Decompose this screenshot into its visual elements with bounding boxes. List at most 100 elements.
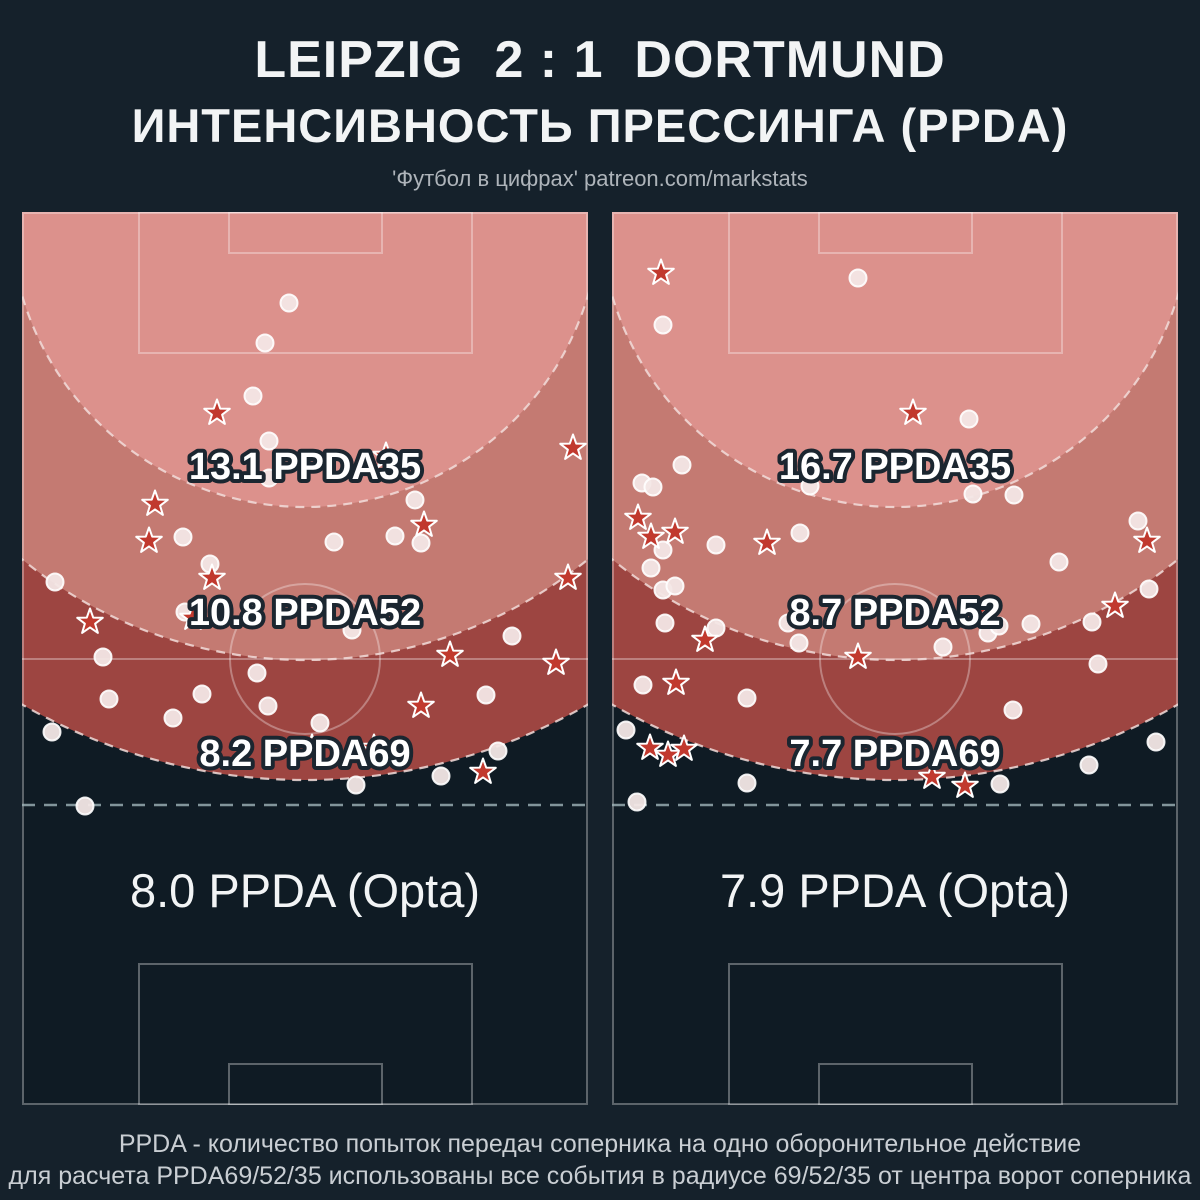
event-dot — [627, 792, 647, 812]
event-dot — [258, 696, 278, 716]
footer-definition-line: PPDA - количество попыток передач соперн… — [118, 1130, 1082, 1158]
event-dot — [1139, 579, 1159, 599]
event-dot — [1049, 552, 1069, 572]
defensive-action-star — [1133, 526, 1161, 553]
event-dots — [42, 293, 522, 816]
defensive-action-star — [661, 517, 689, 544]
event-dot — [1146, 732, 1166, 752]
event-dot — [259, 468, 279, 488]
defensive-action-star — [559, 433, 587, 460]
pitch-markings — [22, 211, 588, 1106]
defensive-action-star — [1101, 591, 1129, 618]
defensive-action-star — [76, 607, 104, 634]
defensive-action-star — [360, 733, 388, 760]
event-dot — [93, 647, 113, 667]
ppda-opta-label: 7.9 PPDA (Opta) — [720, 864, 1070, 917]
defensive-action-star — [141, 489, 169, 516]
event-dot — [653, 315, 673, 335]
event-dot — [45, 572, 65, 592]
defensive-action-star — [542, 648, 570, 675]
event-dot — [1004, 485, 1024, 505]
event-dot — [163, 708, 183, 728]
event-dot — [173, 527, 193, 547]
event-dot — [990, 774, 1010, 794]
defensive-action-star — [637, 522, 665, 549]
event-dot — [672, 455, 692, 475]
credit-line: 'Футбол в цифрах' patreon.com/markstats — [392, 166, 808, 191]
defensive-action-star — [918, 762, 946, 789]
event-dot — [1003, 700, 1023, 720]
ppda-zone-label-69: 7.7 PPDA69 — [789, 733, 1000, 775]
event-dot — [405, 490, 425, 510]
defensive-action-star — [407, 691, 435, 718]
page-subtitle: ИНТЕНСИВНОСТЬ ПРЕССИНГА (PPDA) — [131, 99, 1069, 152]
page-title: LEIPZIG 2 : 1 DORTMUND — [254, 31, 946, 89]
event-dot — [643, 477, 663, 497]
defensive-action-star — [469, 757, 497, 784]
event-dot — [99, 689, 119, 709]
event-dot — [192, 684, 212, 704]
event-dot — [655, 613, 675, 633]
event-dot — [665, 576, 685, 596]
event-dot — [959, 409, 979, 429]
event-dot — [706, 535, 726, 555]
event-dot — [385, 526, 405, 546]
event-dot — [431, 766, 451, 786]
event-dot — [247, 663, 267, 683]
defensive-action-stars — [624, 258, 1161, 798]
event-dot — [42, 722, 62, 742]
defensive-action-stars — [76, 398, 587, 784]
event-dot — [789, 633, 809, 653]
defensive-action-star — [753, 528, 781, 555]
event-dot — [342, 620, 362, 640]
event-dot — [737, 688, 757, 708]
event-dot — [616, 720, 636, 740]
footer-method-line: для расчета PPDA69/52/35 использованы вс… — [8, 1162, 1192, 1190]
ppda-zone-label-35: 16.7 PPDA35 — [779, 446, 1011, 488]
event-dot — [476, 685, 496, 705]
pitch-panel-leipzig: 13.1 PPDA35 10.8 PPDA52 8.2 PPDA69 8.0 PPDA… — [0, 0, 874, 1106]
event-dot — [259, 431, 279, 451]
defensive-action-star — [964, 596, 992, 623]
event-dot — [1021, 614, 1041, 634]
event-dot — [1128, 511, 1148, 531]
defensive-action-star — [844, 642, 872, 669]
defensive-action-star — [670, 734, 698, 761]
defensive-action-star — [636, 733, 664, 760]
defensive-action-star — [179, 603, 207, 630]
defensive-action-star — [198, 563, 226, 590]
defensive-action-star — [203, 398, 231, 425]
event-dot — [411, 533, 431, 553]
defensive-action-star — [647, 258, 675, 285]
defensive-action-star — [662, 668, 690, 695]
event-dot — [346, 775, 366, 795]
event-dot — [848, 268, 868, 288]
event-dot — [279, 293, 299, 313]
defensive-action-star — [436, 640, 464, 667]
ppda-zone-label-52: 8.7 PPDA52 — [789, 592, 1000, 634]
event-dot — [933, 637, 953, 657]
defensive-action-star — [691, 625, 719, 652]
ppda-zone-label-52: 10.8 PPDA52 — [189, 592, 421, 634]
defensive-action-star — [951, 771, 979, 798]
pitch-panel-dortmund: 16.7 PPDA35 8.7 PPDA52 7.7 PPDA69 7.9 PPDA … — [326, 0, 1200, 1106]
defensive-action-star — [298, 733, 326, 760]
defensive-action-star — [554, 563, 582, 590]
event-dot — [989, 616, 1009, 636]
event-dot — [737, 773, 757, 793]
defensive-action-star — [135, 526, 163, 553]
defensive-action-star — [624, 503, 652, 530]
event-dot — [641, 558, 661, 578]
ppda-zone-label-35: 13.1 PPDA35 — [189, 446, 421, 488]
event-dot — [778, 613, 798, 633]
event-dot — [310, 713, 330, 733]
event-dot — [502, 626, 522, 646]
event-dot — [1088, 654, 1108, 674]
event-dot — [1082, 612, 1102, 632]
ppda-opta-label: 8.0 PPDA (Opta) — [130, 864, 480, 917]
pitch-svg-leipzig: 13.1 PPDA35 10.8 PPDA52 8.2 PPDA69 8.0 PPDA… — [0, 0, 874, 1106]
event-dot — [243, 386, 263, 406]
event-dot — [790, 523, 810, 543]
event-dot — [706, 618, 726, 638]
event-dot — [255, 333, 275, 353]
